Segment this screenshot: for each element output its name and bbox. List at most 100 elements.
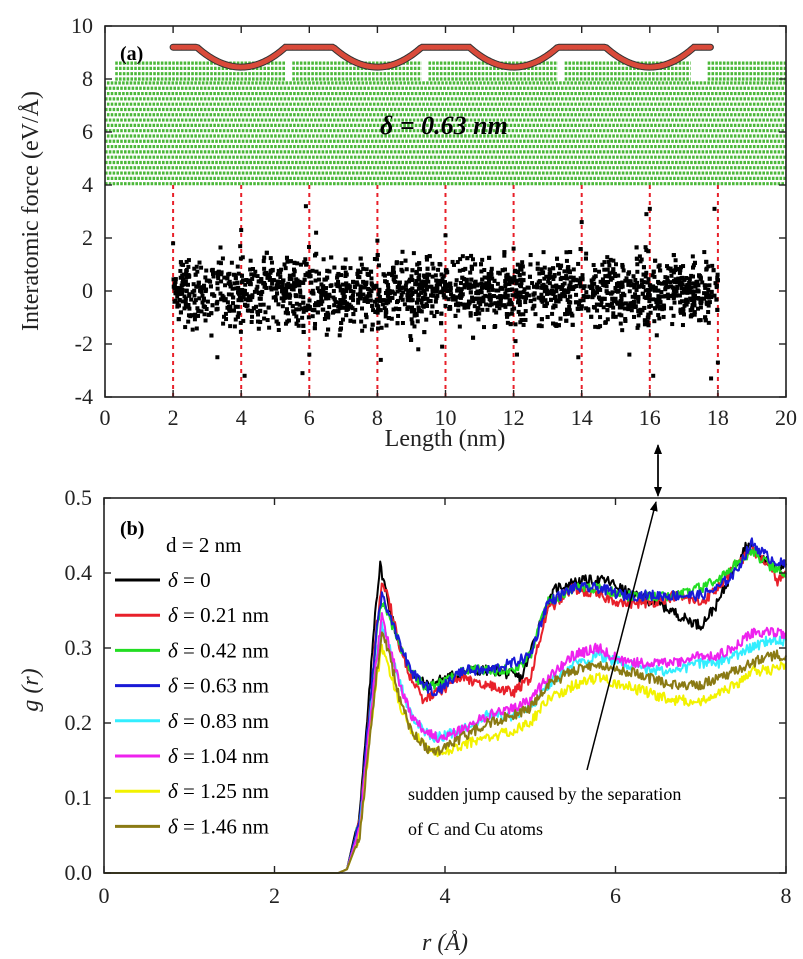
force-point	[547, 267, 552, 272]
force-point	[414, 269, 419, 274]
force-point	[376, 263, 381, 268]
force-point	[630, 294, 635, 299]
force-point	[546, 276, 551, 281]
force-point	[409, 317, 414, 322]
force-point	[457, 293, 462, 298]
force-point	[482, 282, 487, 287]
force-point	[333, 309, 338, 314]
force-point	[545, 301, 550, 306]
force-point	[221, 295, 226, 300]
force-point	[633, 292, 638, 297]
force-point	[492, 294, 497, 299]
force-point	[685, 282, 690, 287]
force-point	[468, 311, 473, 316]
force-point	[233, 304, 238, 309]
force-point	[175, 294, 180, 299]
force-point	[430, 304, 435, 309]
force-point	[359, 319, 364, 324]
force-point	[425, 296, 430, 301]
force-point	[374, 309, 379, 314]
force-point	[438, 290, 443, 295]
force-point	[636, 284, 641, 289]
force-point	[584, 251, 589, 256]
force-point	[466, 283, 471, 288]
force-point	[626, 271, 631, 276]
force-point	[279, 296, 284, 301]
force-point	[690, 289, 695, 294]
force-point	[171, 241, 176, 246]
force-point	[311, 291, 316, 296]
force-point	[611, 305, 616, 310]
panel-b-subtitle: d = 2 nm	[166, 533, 241, 557]
force-point	[277, 280, 282, 285]
force-point	[305, 271, 310, 276]
force-point	[706, 310, 711, 315]
force-point	[698, 275, 703, 280]
panel-b-label: (b)	[120, 518, 144, 540]
force-point	[280, 284, 285, 289]
force-point	[259, 277, 264, 282]
force-point	[561, 276, 566, 281]
force-point	[250, 276, 255, 281]
force-point	[421, 289, 426, 294]
force-point	[395, 298, 400, 303]
force-point	[618, 321, 623, 326]
force-point	[381, 272, 386, 277]
force-point	[578, 247, 583, 252]
force-point	[510, 293, 515, 298]
force-point	[186, 264, 191, 269]
force-point	[344, 286, 349, 291]
force-point	[641, 265, 646, 270]
force-point	[281, 298, 286, 303]
force-point	[530, 306, 535, 311]
force-point	[528, 253, 533, 258]
force-point	[468, 313, 473, 318]
force-point	[703, 285, 708, 290]
force-point	[343, 273, 348, 278]
force-point	[203, 318, 208, 323]
force-point	[579, 304, 584, 309]
force-point	[329, 255, 334, 260]
force-point	[640, 308, 645, 313]
force-point	[179, 283, 184, 288]
force-point	[431, 293, 436, 298]
force-point	[323, 286, 328, 291]
force-point	[275, 283, 280, 288]
force-point	[564, 274, 569, 279]
force-point	[331, 289, 336, 294]
force-point	[671, 253, 676, 258]
force-point	[477, 311, 482, 316]
force-point	[321, 307, 326, 312]
force-point	[681, 264, 686, 269]
force-point	[178, 286, 183, 291]
force-point	[605, 267, 610, 272]
force-point	[304, 308, 309, 313]
force-point	[288, 301, 293, 306]
force-point	[187, 306, 192, 311]
force-point	[646, 287, 651, 292]
force-point	[535, 285, 540, 290]
force-point	[489, 266, 494, 271]
force-point	[589, 314, 594, 319]
force-point	[652, 274, 657, 279]
force-point	[417, 273, 422, 278]
force-point	[384, 310, 389, 315]
force-point	[270, 278, 275, 283]
force-point	[376, 326, 381, 331]
force-point	[381, 298, 386, 303]
force-point	[270, 281, 275, 286]
force-point	[451, 294, 456, 299]
force-point	[416, 305, 421, 310]
force-point	[545, 288, 550, 293]
force-point	[190, 327, 195, 332]
force-point	[682, 303, 687, 308]
force-point	[584, 290, 589, 295]
force-point	[300, 306, 305, 311]
force-point	[505, 272, 510, 277]
force-point	[651, 284, 656, 289]
force-point	[266, 273, 271, 278]
force-point	[464, 280, 469, 285]
force-point	[484, 281, 489, 286]
force-point	[298, 294, 303, 299]
force-point	[585, 295, 590, 300]
